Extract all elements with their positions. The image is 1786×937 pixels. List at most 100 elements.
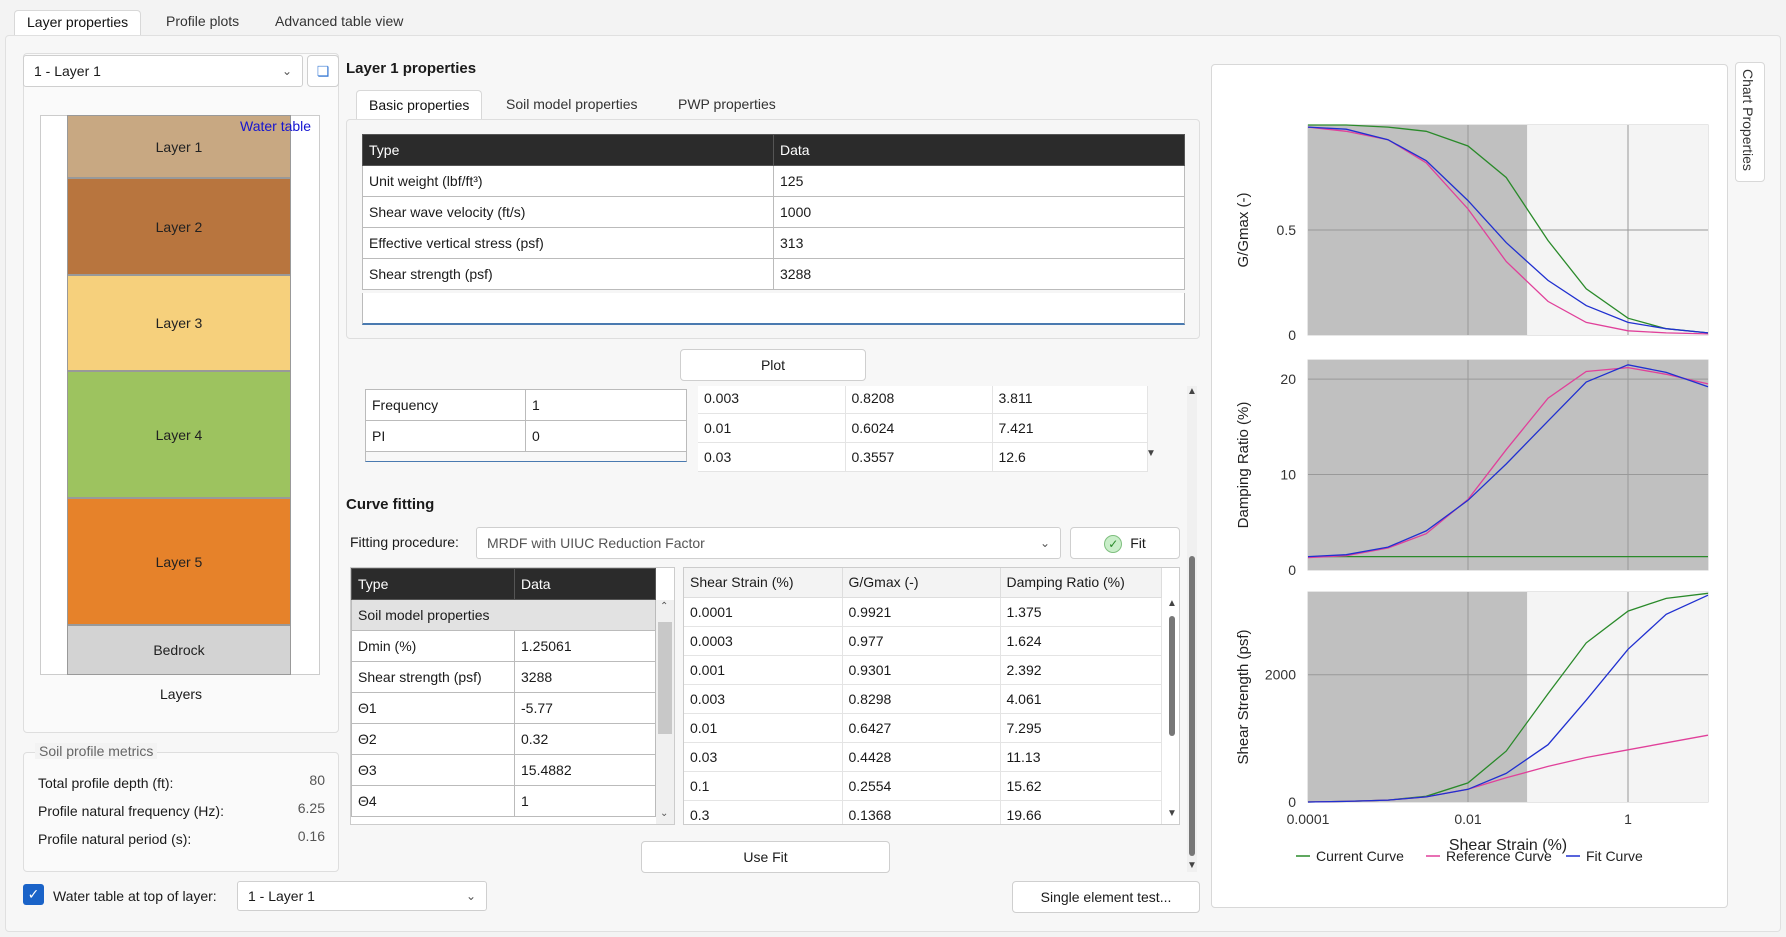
- table-row[interactable]: 0.003 0.8298 4.061: [684, 684, 1162, 714]
- mid-left-value[interactable]: 0: [525, 420, 687, 452]
- basic-data-cell[interactable]: 3288: [773, 258, 1185, 290]
- chevron-down-icon[interactable]: ⌄: [660, 808, 669, 819]
- scroll-up-arrow-icon[interactable]: ▲: [1167, 598, 1177, 609]
- metric-value: 0.16: [297, 828, 325, 844]
- table-row[interactable]: Shear strength (psf) 3288: [351, 661, 656, 693]
- x-tick-label: 0.0001: [1287, 811, 1330, 827]
- results-header[interactable]: Shear Strain (%): [684, 568, 843, 598]
- result-cell: 1.375: [1000, 597, 1162, 627]
- fit-params-table-wrap: Type Data Soil model properties Dmin (%)…: [350, 567, 675, 825]
- table-row[interactable]: 0.0001 0.9921 1.375: [684, 597, 1162, 627]
- result-cell: 0.977: [842, 626, 1001, 656]
- basic-data-cell[interactable]: 1000: [773, 196, 1185, 228]
- water-table-checkbox[interactable]: ✓: [23, 884, 44, 905]
- layer-block[interactable]: Layer 4: [67, 371, 291, 498]
- mid-result-cell: 3.811: [992, 386, 1148, 414]
- result-cell: 0.9301: [842, 655, 1001, 685]
- layer-select[interactable]: 1 - Layer 1 ⌄: [23, 55, 303, 87]
- scroll-up-arrow-icon[interactable]: ▲: [1187, 386, 1197, 397]
- basic-header-data: Data: [773, 134, 1185, 166]
- param-label: Θ1: [351, 692, 515, 724]
- layer-block[interactable]: Layer 3: [67, 275, 291, 371]
- fit-button[interactable]: ✓ Fit: [1070, 527, 1180, 559]
- scroll-down-arrow-icon[interactable]: ▼: [1187, 860, 1197, 871]
- unshaded-region: [1527, 592, 1708, 802]
- table-row[interactable]: Θ1 -5.77: [351, 692, 656, 724]
- table-row[interactable]: Θ4 1: [351, 785, 656, 817]
- tab-profile-plots[interactable]: Profile plots: [166, 13, 240, 29]
- param-value[interactable]: -5.77: [514, 692, 656, 724]
- tab-soil-model-properties[interactable]: Soil model properties: [506, 96, 638, 112]
- use-fit-button[interactable]: Use Fit: [641, 841, 890, 873]
- results-header[interactable]: Damping Ratio (%): [1000, 568, 1162, 598]
- metric-label: Profile natural frequency (Hz):: [38, 803, 224, 819]
- properties-scrollbar[interactable]: ▲ ▼: [1187, 386, 1197, 872]
- table-row[interactable]: PI 0: [365, 420, 687, 452]
- table-row[interactable]: Θ3 15.4882: [351, 754, 656, 786]
- table-row[interactable]: Unit weight (lbf/ft³) 125: [362, 165, 1185, 197]
- table-row[interactable]: 0.01 0.6427 7.295: [684, 713, 1162, 743]
- param-value[interactable]: 3288: [514, 661, 656, 693]
- table-row[interactable]: 0.001 0.9301 2.392: [684, 655, 1162, 685]
- layer-block[interactable]: Bedrock: [67, 625, 291, 675]
- mid-result-cell: 0.03: [698, 442, 846, 472]
- props-title: Layer 1 properties: [346, 60, 477, 77]
- chevron-up-icon[interactable]: ⌃: [660, 601, 669, 612]
- results-scrollbar[interactable]: ▲ ▼: [1166, 598, 1178, 823]
- table-row[interactable]: Shear wave velocity (ft/s) 1000: [362, 196, 1185, 228]
- table-row[interactable]: 0.03 0.3557 12.6: [698, 442, 1148, 472]
- table-row[interactable]: 0.003 0.8208 3.811: [698, 386, 1148, 414]
- param-value[interactable]: 0.32: [514, 723, 656, 755]
- table-row[interactable]: 0.1 0.2554 15.62: [684, 771, 1162, 801]
- mid-result-cell: 0.003: [698, 386, 846, 414]
- scroll-down-arrow-icon[interactable]: ▼: [1146, 448, 1156, 459]
- series-line: [1307, 366, 1709, 559]
- layer-block[interactable]: Layer 1: [67, 115, 291, 178]
- results-header[interactable]: G/Gmax (-): [842, 568, 1001, 598]
- scroll-down-arrow-icon[interactable]: ▼: [1167, 808, 1177, 819]
- table-row[interactable]: Effective vertical stress (psf) 313: [362, 227, 1185, 259]
- basic-data-cell[interactable]: 125: [773, 165, 1185, 197]
- fitting-procedure-select[interactable]: MRDF with UIUC Reduction Factor ⌄: [476, 527, 1061, 559]
- scrollbar-thumb[interactable]: [1189, 556, 1195, 856]
- param-value[interactable]: 1: [514, 785, 656, 817]
- basic-header-type: Type: [362, 134, 774, 166]
- metric-label: Profile natural period (s):: [38, 831, 192, 847]
- table-row[interactable]: 0.3 0.1368 19.66: [684, 800, 1162, 824]
- table-row[interactable]: Dmin (%) 1.25061: [351, 630, 656, 662]
- result-cell: 0.0001: [684, 597, 843, 627]
- single-element-test-button[interactable]: Single element test...: [1012, 881, 1200, 913]
- chart-properties-tab[interactable]: Chart Properties: [1735, 62, 1765, 182]
- layer-label: Layer 1: [155, 138, 203, 155]
- mid-left-value[interactable]: 1: [525, 389, 687, 421]
- copy-icon[interactable]: ❏: [307, 55, 339, 87]
- plot-button[interactable]: Plot: [680, 349, 866, 381]
- tab-layer-properties[interactable]: Layer properties: [14, 10, 142, 36]
- fit-results-table-wrap: Shear Strain (%) G/Gmax (-) Damping Rati…: [683, 567, 1180, 825]
- series-line: [1307, 126, 1709, 335]
- result-cell: 0.001: [684, 655, 843, 685]
- table-row[interactable]: 0.03 0.4428 11.13: [684, 742, 1162, 772]
- layer-block[interactable]: Layer 2: [67, 178, 291, 275]
- param-label: Shear strength (psf): [351, 661, 515, 693]
- water-table-layer-select[interactable]: 1 - Layer 1 ⌄: [237, 881, 487, 911]
- table-row[interactable]: 0.0003 0.977 1.624: [684, 626, 1162, 656]
- soil-model-partial-area: Frequency 1 PI 0 0.003 0.8208 3.811 0.01 0.60…: [346, 386, 1186, 482]
- result-cell: 0.6427: [842, 713, 1001, 743]
- tab-advanced-table-view[interactable]: Advanced table view: [275, 13, 404, 29]
- table-row[interactable]: Shear strength (psf) 3288: [362, 258, 1185, 290]
- param-value[interactable]: 15.4882: [514, 754, 656, 786]
- params-scrollbar[interactable]: ⌃ ⌄: [656, 600, 674, 824]
- scrollbar-thumb[interactable]: [658, 622, 672, 734]
- table-row[interactable]: 0.01 0.6024 7.421: [698, 413, 1148, 443]
- table-row[interactable]: Frequency 1: [365, 389, 687, 421]
- table-row[interactable]: Θ2 0.32: [351, 723, 656, 755]
- tab-pwp-properties[interactable]: PWP properties: [678, 96, 776, 112]
- mid-result-cell: 0.8208: [845, 386, 993, 414]
- scrollbar-thumb[interactable]: [1169, 616, 1175, 736]
- tab-basic-properties[interactable]: Basic properties: [356, 90, 483, 120]
- layer-block[interactable]: Layer 5: [67, 498, 291, 625]
- param-value[interactable]: 1.25061: [514, 630, 656, 662]
- basic-data-cell[interactable]: 313: [773, 227, 1185, 259]
- water-table-layer-value: 1 - Layer 1: [248, 888, 315, 904]
